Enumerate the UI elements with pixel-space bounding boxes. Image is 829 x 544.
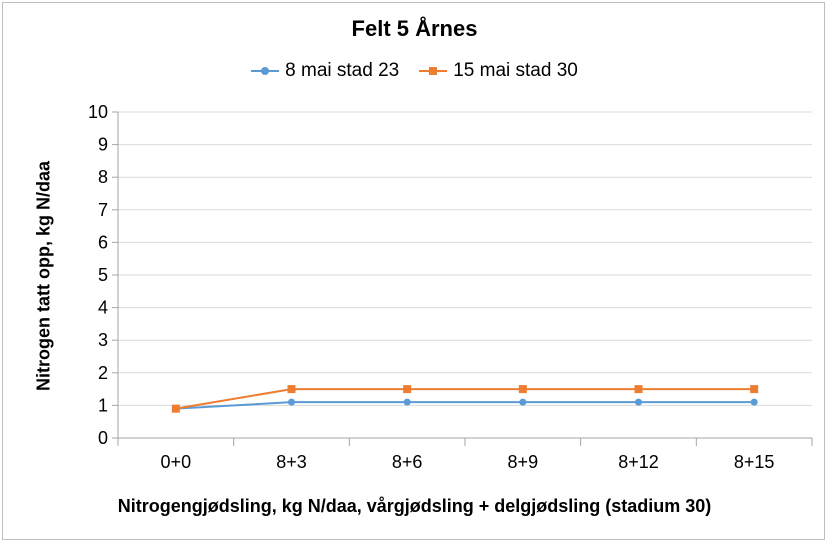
y-tick-label: 5 (98, 265, 108, 285)
legend-swatch-series-2 (419, 65, 448, 77)
data-point-series-2 (518, 385, 527, 394)
data-point-series-1 (519, 398, 527, 406)
x-tick-label: 8+6 (392, 452, 423, 472)
x-tick-label: 8+9 (508, 452, 539, 472)
y-tick-label: 4 (98, 298, 108, 318)
x-tick-label: 8+12 (618, 452, 659, 472)
legend-item-series-1: 8 mai stad 23 (251, 60, 399, 82)
x-tick-label: 0+0 (161, 452, 192, 472)
data-point-series-2 (287, 385, 296, 394)
y-tick-label: 0 (98, 428, 108, 448)
y-tick-label: 8 (98, 167, 108, 187)
series-line-1 (175, 401, 755, 410)
data-point-series-2 (171, 404, 180, 413)
chart-title: Felt 5 Årnes (351, 16, 478, 41)
x-tick-label: 8+15 (734, 452, 775, 472)
y-tick-label: 6 (98, 232, 108, 252)
y-tick-label: 1 (98, 395, 108, 415)
y-tick-label: 2 (98, 363, 108, 383)
legend-label-series-2: 15 mai stad 30 (453, 60, 578, 81)
data-point-series-2 (403, 385, 412, 394)
data-point-series-1 (750, 398, 758, 406)
data-point-series-1 (635, 398, 642, 406)
data-point-series-1 (288, 398, 295, 406)
y-tick-label: 3 (98, 330, 108, 350)
y-tick-label: 9 (98, 135, 108, 155)
data-point-series-1 (403, 398, 411, 406)
data-point-series-2 (634, 385, 643, 394)
x-axis-label: Nitrogengjødsling, kg N/daa, vårgjødslin… (117, 496, 712, 516)
data-point-series-2 (750, 385, 759, 394)
series-line-2 (175, 388, 755, 410)
legend-item-series-2: 15 mai stad 30 (419, 60, 578, 82)
legend-swatch-series-1 (251, 65, 280, 77)
y-tick-label: 7 (98, 200, 108, 220)
chart-legend: 8 mai stad 23 15 mai stad 30 (0, 60, 829, 82)
y-tick-label: 10 (88, 102, 108, 122)
legend-label-series-1: 8 mai stad 23 (285, 60, 400, 81)
x-tick-label: 8+3 (276, 452, 307, 472)
